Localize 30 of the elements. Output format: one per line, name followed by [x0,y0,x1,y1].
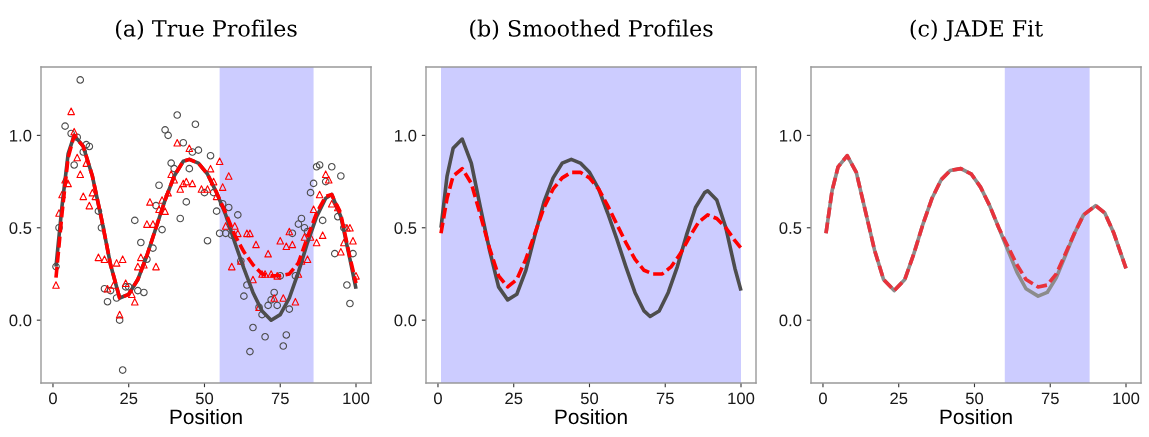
x-tick-label: 100 [343,392,370,405]
x-tick-label: 25 [890,392,908,405]
x-tick-label: 25 [120,392,138,405]
chart-title: (b) Smoothed Profiles [470,19,713,40]
x-tick-label: 0 [818,392,827,405]
x-tick-label: 75 [271,392,289,405]
y-tick-label: 0.5 [394,222,417,234]
y-tick-label: 0.0 [9,314,32,327]
chart-title: (c) JADE Fit [910,19,1044,42]
x-axis-title: Position [940,408,1012,425]
y-tick-label: 0.5 [9,222,32,234]
y-tick-label: 1.0 [780,129,802,142]
y-tick-label: 1.0 [395,129,417,142]
x-axis-title: Position [170,408,242,425]
x-tick-label: 50 [965,392,984,405]
y-tick-label: 0.5 [779,222,802,234]
x-axis-title: Position [555,408,627,425]
y-tick-label: 0.0 [779,314,802,327]
x-tick-label: 0 [48,392,57,405]
y-tick-label: 1.0 [10,129,32,142]
x-tick-label: 100 [728,392,755,405]
chart-title: (a) True Profiles [115,19,297,40]
x-tick-label: 0 [433,392,442,405]
x-tick-label: 75 [656,392,674,405]
x-tick-label: 75 [1041,392,1059,405]
x-tick-label: 50 [195,392,214,405]
x-tick-label: 100 [1113,392,1140,405]
y-tick-label: 0.0 [394,314,417,327]
x-tick-label: 25 [505,392,523,405]
x-tick-label: 50 [580,392,599,405]
